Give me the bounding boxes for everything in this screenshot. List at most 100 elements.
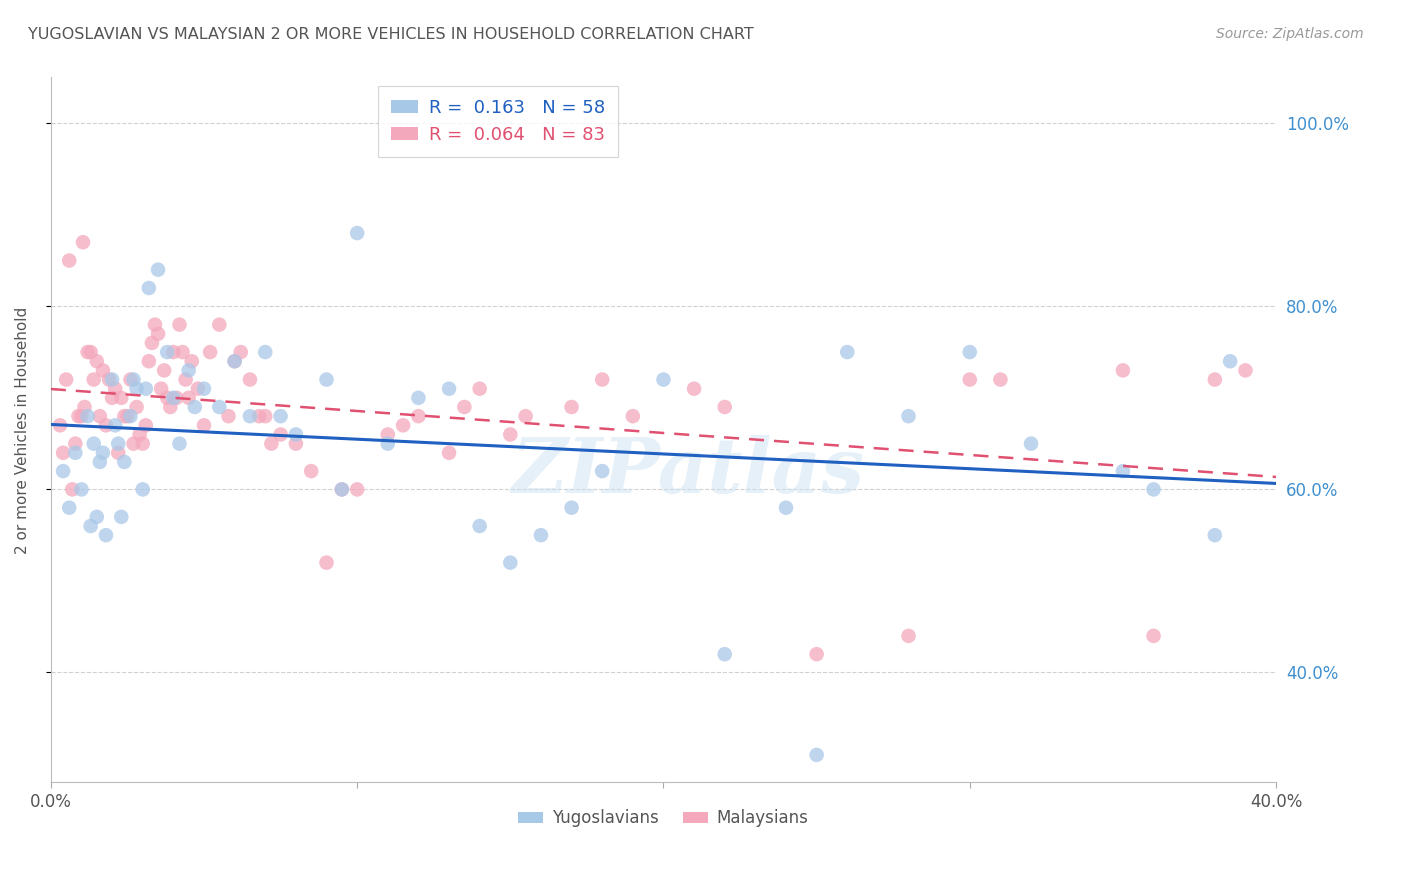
Point xyxy=(72,235,94,250)
Point xyxy=(89,455,111,469)
Point xyxy=(135,418,157,433)
Point xyxy=(52,446,75,460)
Point xyxy=(515,409,537,424)
Point xyxy=(453,400,475,414)
Point xyxy=(112,409,135,424)
Point xyxy=(91,446,114,460)
Point xyxy=(224,354,246,368)
Point xyxy=(959,372,981,386)
Point xyxy=(107,436,129,450)
Point xyxy=(897,629,920,643)
Point xyxy=(58,253,80,268)
Point xyxy=(959,345,981,359)
Point xyxy=(70,409,93,424)
Point xyxy=(94,528,117,542)
Point xyxy=(128,427,150,442)
Point xyxy=(315,556,337,570)
Point xyxy=(315,372,337,386)
Point xyxy=(247,409,270,424)
Point xyxy=(79,519,101,533)
Point xyxy=(83,436,105,450)
Point xyxy=(468,382,491,396)
Point xyxy=(184,400,207,414)
Point xyxy=(260,436,283,450)
Point xyxy=(104,418,127,433)
Point xyxy=(146,262,169,277)
Point xyxy=(107,446,129,460)
Point xyxy=(713,647,735,661)
Point xyxy=(174,372,197,386)
Point xyxy=(125,400,148,414)
Point xyxy=(437,382,460,396)
Point xyxy=(224,354,246,368)
Point xyxy=(408,391,430,405)
Point xyxy=(49,418,72,433)
Point xyxy=(135,382,157,396)
Point xyxy=(73,400,96,414)
Point xyxy=(499,556,522,570)
Point xyxy=(1112,464,1135,478)
Point xyxy=(122,372,145,386)
Point xyxy=(58,500,80,515)
Point xyxy=(254,409,277,424)
Point xyxy=(110,391,132,405)
Point xyxy=(177,363,200,377)
Point xyxy=(60,483,83,497)
Point xyxy=(652,372,675,386)
Point xyxy=(153,363,176,377)
Point xyxy=(143,318,166,332)
Point xyxy=(561,400,583,414)
Point xyxy=(159,400,181,414)
Point xyxy=(346,226,368,240)
Point xyxy=(65,436,87,450)
Point xyxy=(172,345,194,359)
Point xyxy=(91,363,114,377)
Point xyxy=(79,345,101,359)
Point xyxy=(1219,354,1241,368)
Text: ZIPatlas: ZIPatlas xyxy=(512,435,865,509)
Point xyxy=(806,647,828,661)
Point xyxy=(101,391,124,405)
Text: Source: ZipAtlas.com: Source: ZipAtlas.com xyxy=(1216,27,1364,41)
Point xyxy=(141,335,163,350)
Point xyxy=(67,409,90,424)
Point xyxy=(254,345,277,359)
Point xyxy=(65,446,87,460)
Point xyxy=(299,464,322,478)
Legend: Yugoslavians, Malaysians: Yugoslavians, Malaysians xyxy=(512,803,815,834)
Point xyxy=(104,382,127,396)
Point xyxy=(897,409,920,424)
Point xyxy=(713,400,735,414)
Point xyxy=(94,418,117,433)
Point xyxy=(437,446,460,460)
Point xyxy=(990,372,1012,386)
Point xyxy=(683,382,706,396)
Point xyxy=(76,409,98,424)
Point xyxy=(98,372,121,386)
Point xyxy=(112,455,135,469)
Point xyxy=(180,354,202,368)
Point xyxy=(169,436,191,450)
Point xyxy=(156,391,179,405)
Point xyxy=(101,372,124,386)
Point xyxy=(132,483,155,497)
Point xyxy=(89,409,111,424)
Point xyxy=(120,409,142,424)
Point xyxy=(270,427,292,442)
Point xyxy=(187,382,209,396)
Point xyxy=(239,409,262,424)
Point xyxy=(561,500,583,515)
Point xyxy=(156,345,179,359)
Point xyxy=(83,372,105,386)
Point xyxy=(132,436,155,450)
Point xyxy=(284,427,307,442)
Point xyxy=(591,464,613,478)
Point xyxy=(218,409,240,424)
Point xyxy=(52,464,75,478)
Point xyxy=(162,391,184,405)
Point xyxy=(177,391,200,405)
Point xyxy=(346,483,368,497)
Point xyxy=(146,326,169,341)
Point xyxy=(193,418,215,433)
Point xyxy=(55,372,77,386)
